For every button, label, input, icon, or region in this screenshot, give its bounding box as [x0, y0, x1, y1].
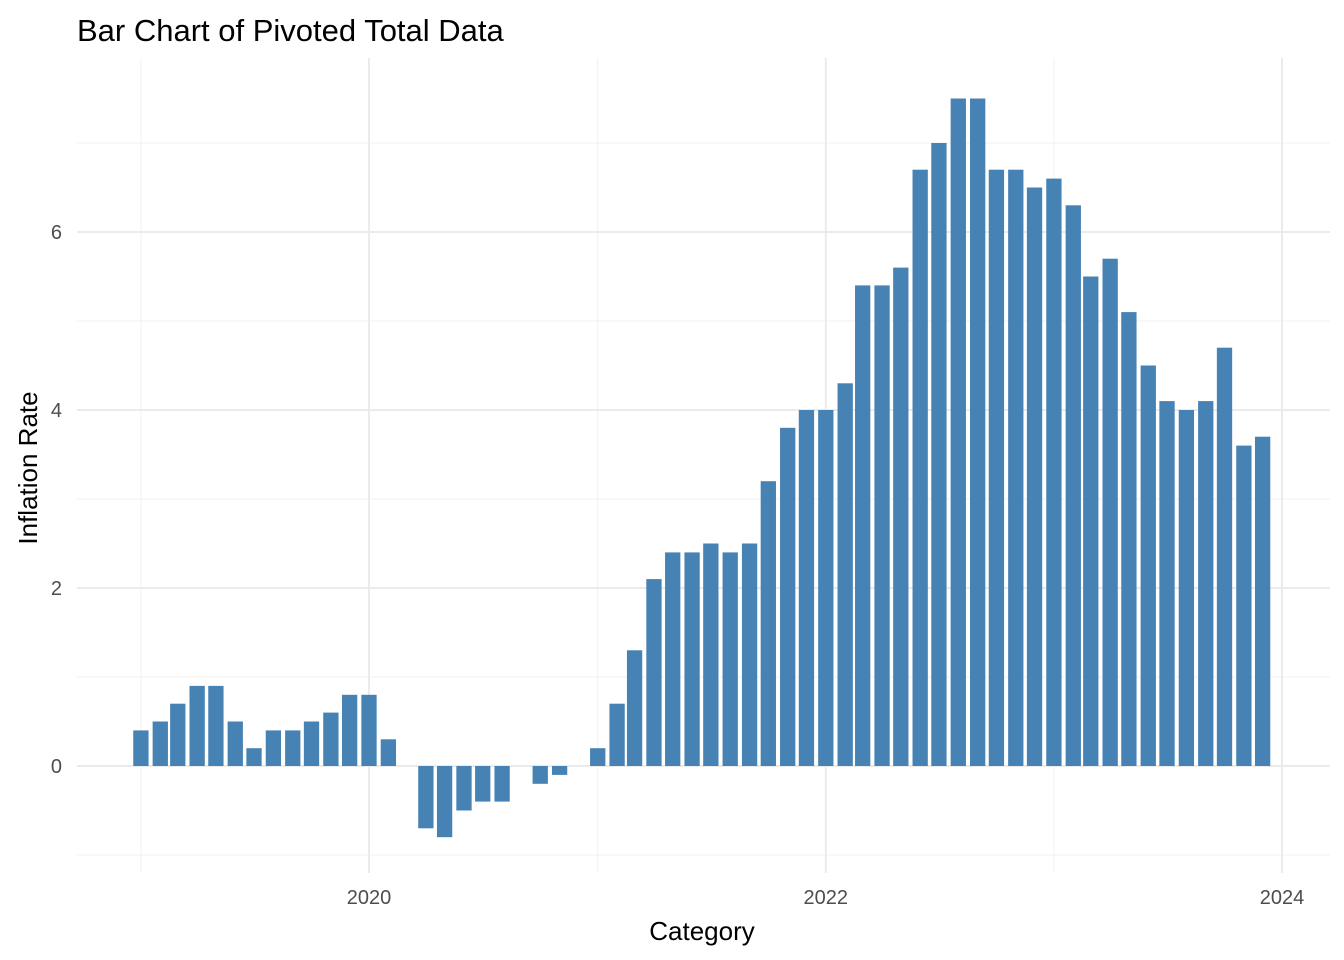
bar	[265, 730, 282, 766]
bar	[1159, 401, 1175, 766]
bar	[1065, 205, 1081, 767]
bar	[341, 694, 358, 766]
bar	[1121, 312, 1137, 766]
bar	[418, 766, 434, 829]
y-tick-label: 2	[51, 578, 62, 600]
bar	[189, 685, 205, 766]
bar	[1102, 258, 1118, 766]
bar	[1216, 347, 1233, 766]
bar	[912, 169, 928, 766]
x-axis-title: Category	[649, 916, 755, 946]
x-tick-label: 2024	[1260, 887, 1305, 909]
bar	[703, 543, 719, 766]
bar	[494, 766, 510, 802]
bar	[285, 730, 301, 766]
bar	[1008, 169, 1024, 766]
bar	[246, 748, 262, 766]
bar	[741, 543, 758, 766]
bar	[436, 766, 453, 838]
bar	[874, 285, 890, 766]
y-tick-label: 6	[51, 222, 62, 244]
y-tick-label: 4	[51, 400, 62, 422]
chart-title: Bar Chart of Pivoted Total Data	[77, 13, 505, 48]
bar	[988, 169, 1005, 766]
bar	[780, 427, 796, 766]
bar	[532, 766, 548, 784]
bar	[361, 694, 377, 766]
bar	[665, 552, 681, 766]
bar	[931, 143, 947, 766]
bar	[1083, 276, 1099, 766]
bar	[380, 739, 397, 766]
bar	[323, 712, 339, 766]
bar	[456, 766, 472, 811]
bar	[609, 703, 625, 766]
y-axis-ticks: 0 2 4 6	[51, 222, 62, 778]
bar	[551, 766, 568, 775]
bar	[818, 410, 834, 766]
bar	[950, 98, 966, 766]
bar	[152, 721, 168, 766]
bar	[855, 285, 871, 766]
minor-gridlines	[77, 58, 1330, 873]
bar	[837, 383, 853, 766]
bar	[893, 267, 909, 766]
x-axis-ticks: 2020 2022 2024	[347, 887, 1305, 909]
bar	[684, 552, 700, 766]
bar	[798, 410, 815, 766]
bar	[303, 721, 320, 766]
bar	[1178, 410, 1195, 766]
bar	[970, 98, 986, 766]
bar	[1140, 365, 1156, 766]
bar	[475, 766, 491, 802]
bar	[170, 703, 186, 766]
bar	[208, 685, 224, 766]
bar	[133, 730, 149, 766]
x-tick-label: 2020	[347, 887, 392, 909]
y-axis-title: Inflation Rate	[13, 391, 43, 544]
bar	[1026, 187, 1043, 766]
bar	[626, 650, 643, 766]
bar	[1236, 445, 1252, 766]
bar	[1046, 178, 1062, 767]
x-tick-label: 2022	[804, 887, 849, 909]
bar	[1198, 401, 1214, 766]
bar-series	[133, 98, 1271, 838]
bar	[1254, 436, 1271, 766]
bar	[590, 748, 606, 766]
bar	[227, 721, 243, 766]
bar	[760, 481, 776, 766]
y-tick-label: 0	[51, 756, 62, 778]
bar	[646, 579, 662, 766]
bar	[722, 552, 738, 766]
